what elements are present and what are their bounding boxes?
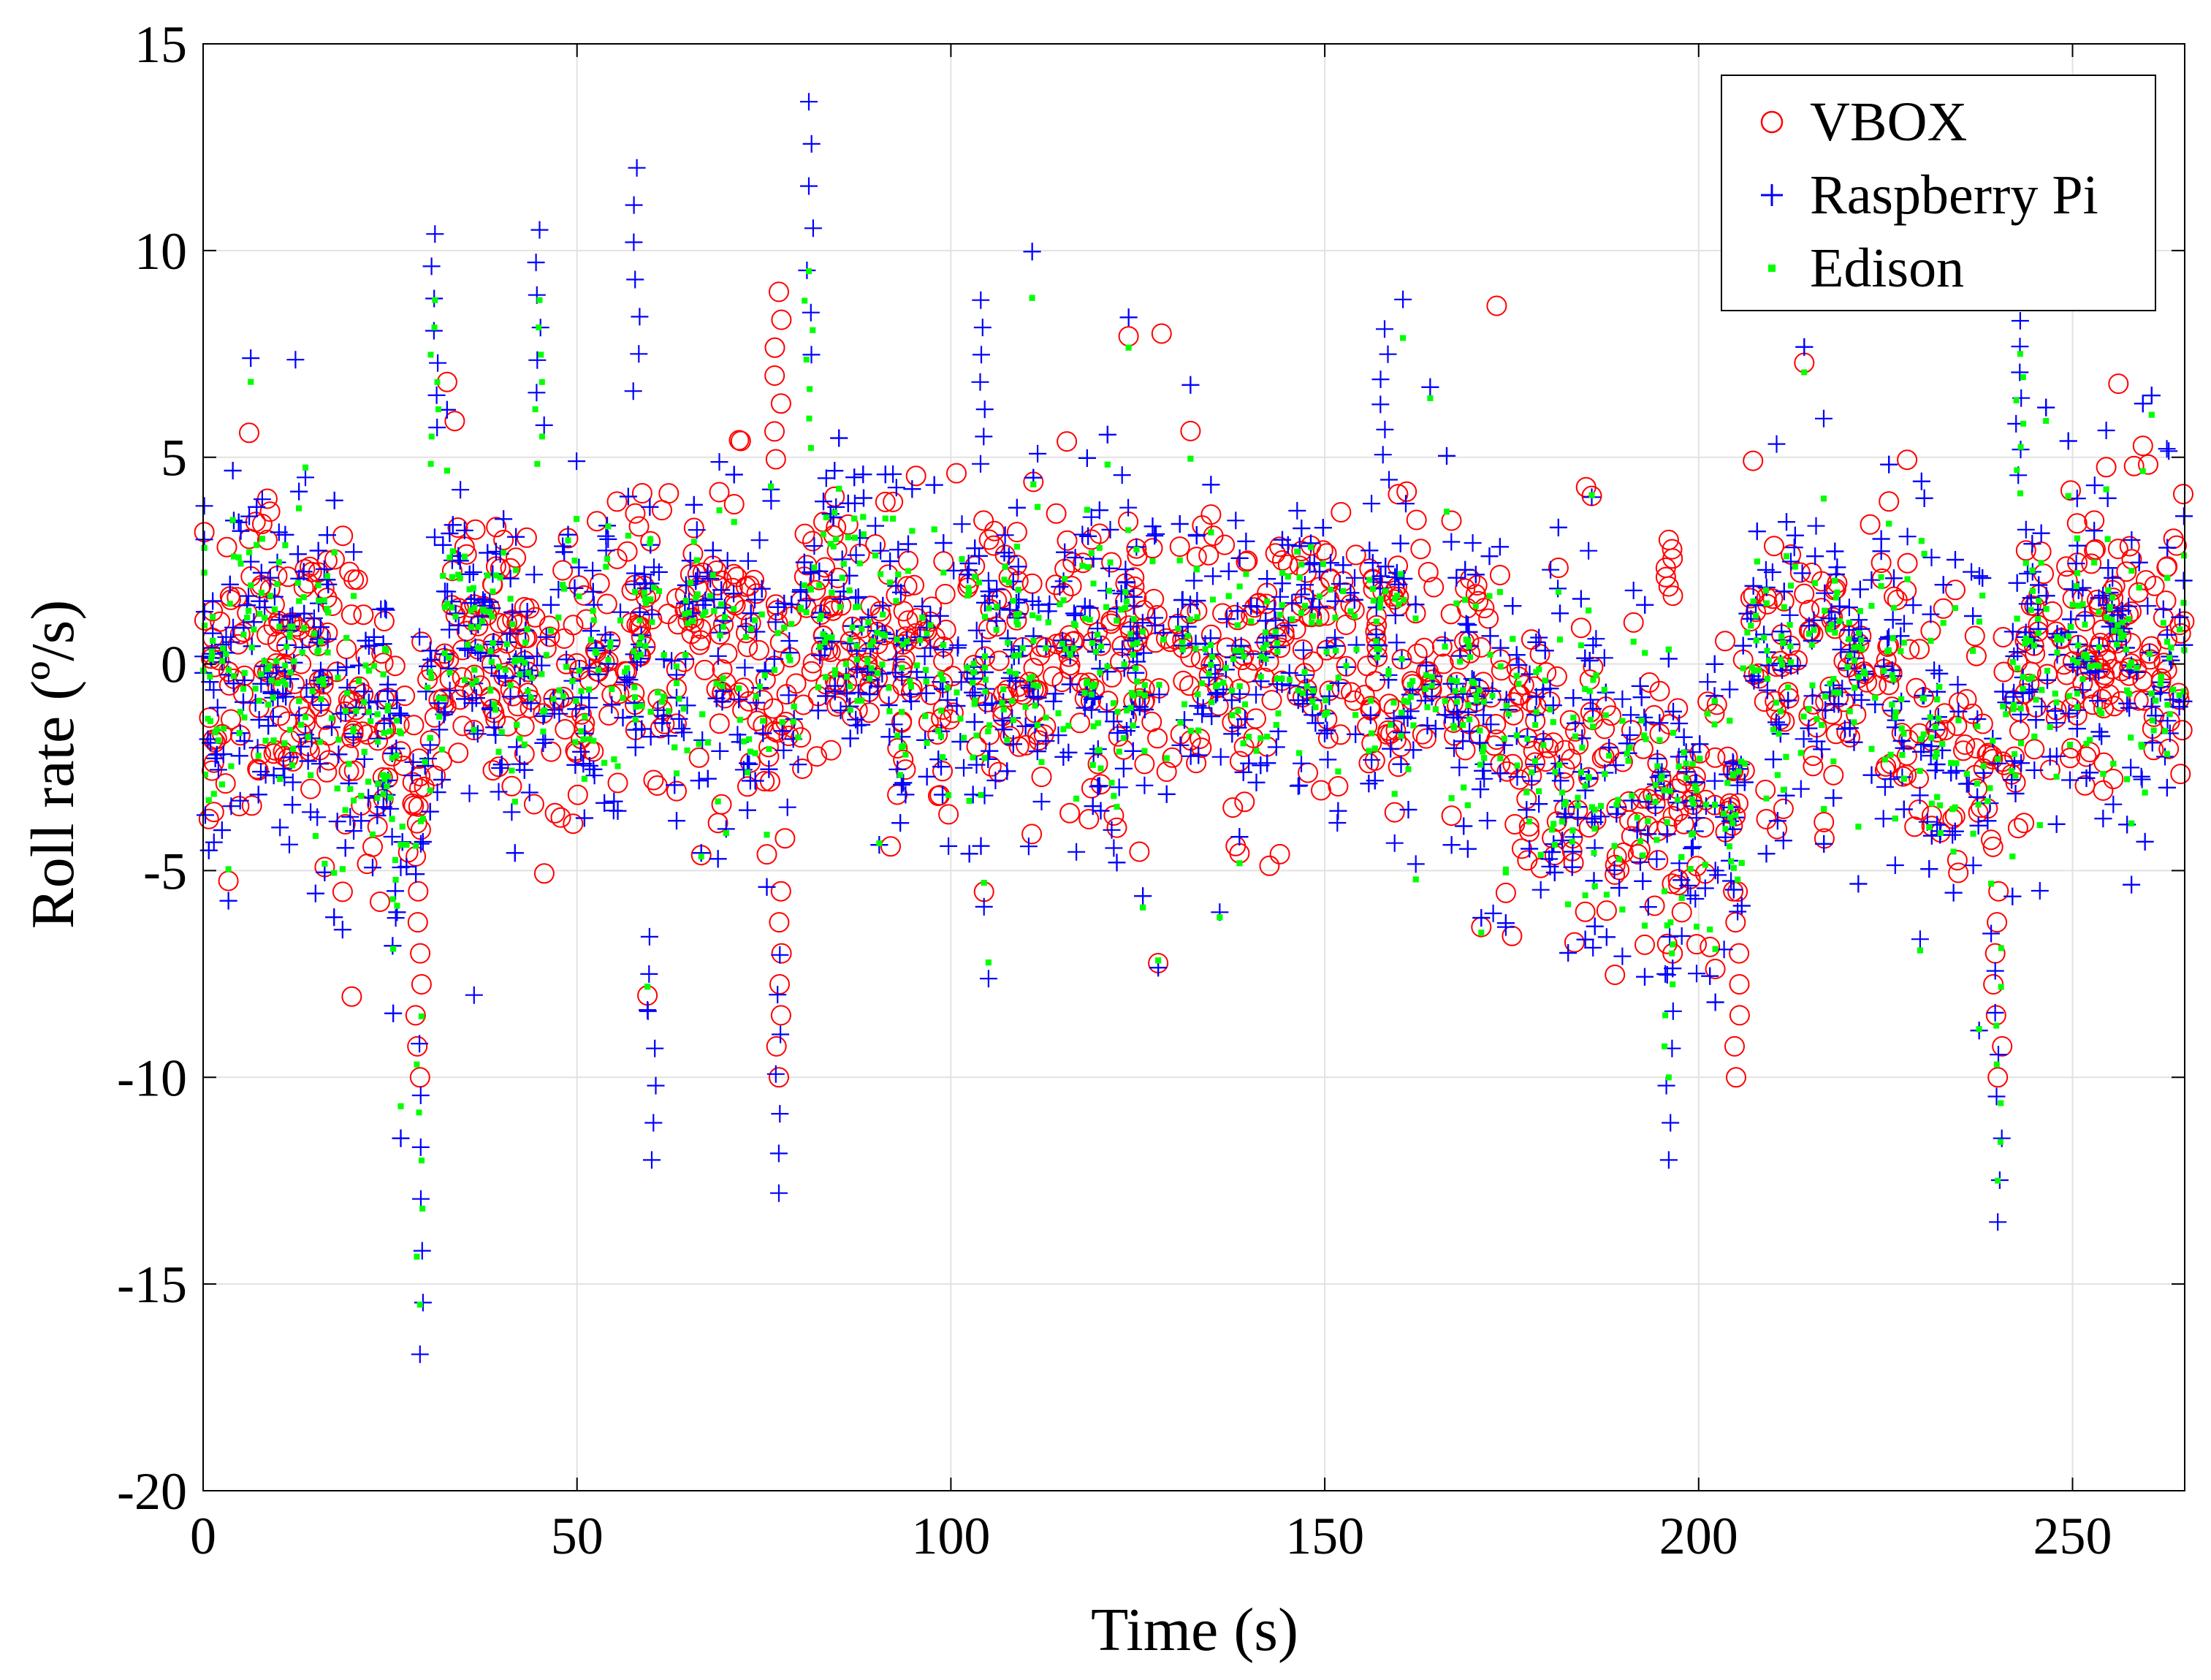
scatter-chart: 050100150200250-20-15-10-5051015 Time (s… <box>0 0 2211 1676</box>
chart-container: 050100150200250-20-15-10-5051015 Time (s… <box>0 0 2211 1676</box>
